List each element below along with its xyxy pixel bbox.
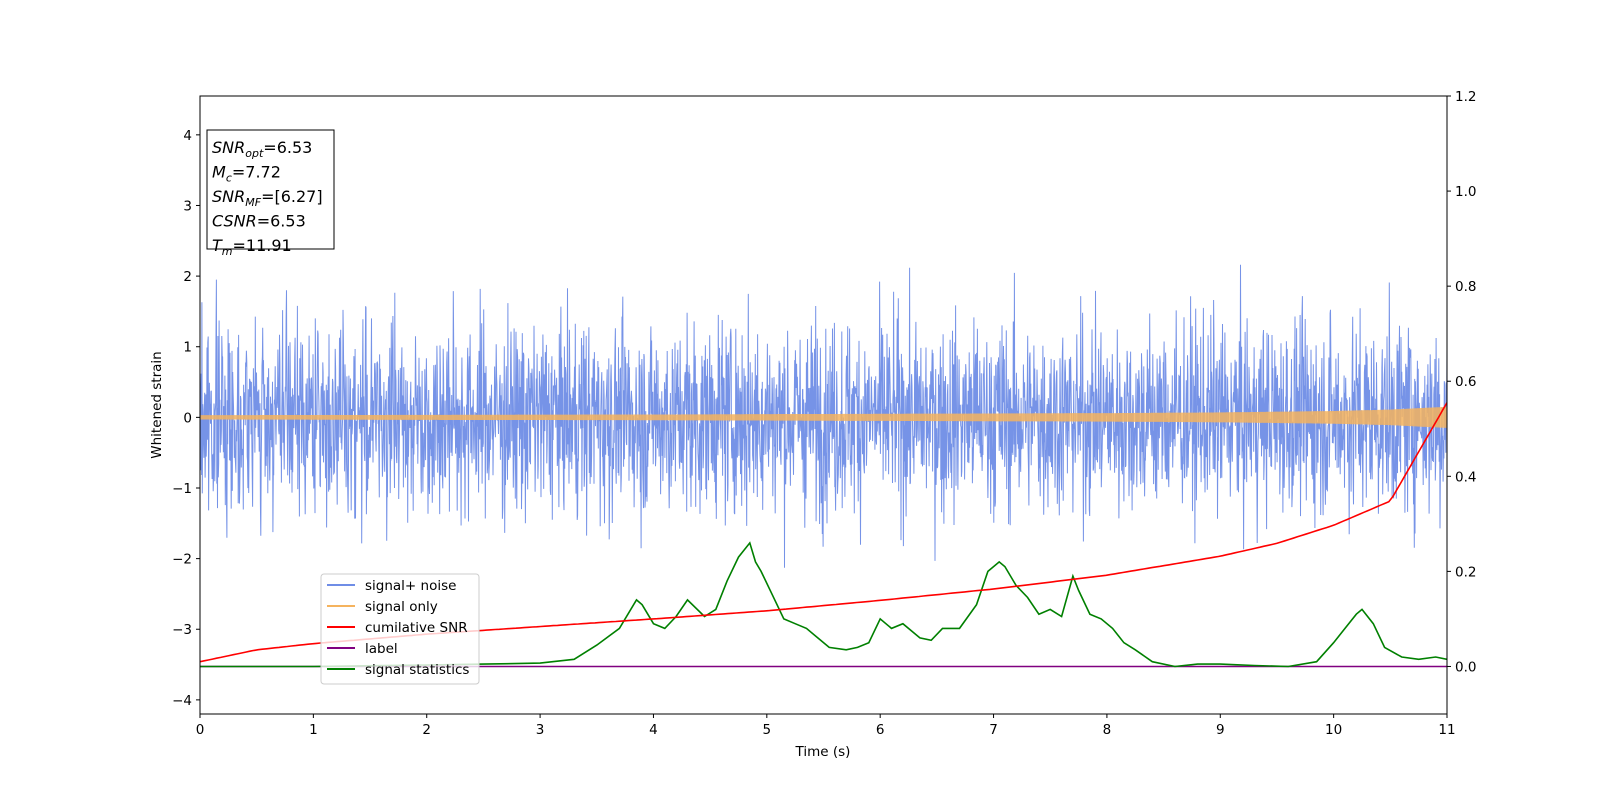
legend: signal+ noise signal only cumilative SNR la… (320, 573, 480, 685)
y-tick-label: −2 (172, 552, 192, 568)
series-signal-only (200, 406, 1447, 429)
y-axis-right: 0.0 0.2 0.4 0.6 0.8 1.0 1.2 (1447, 89, 1476, 675)
y2-tick-label: 0.6 (1455, 374, 1476, 390)
x-axis: 0 1 2 3 4 5 6 7 8 9 10 11 (196, 714, 1456, 738)
y2-tick-label: 1.2 (1455, 89, 1476, 105)
info-box-frame (206, 129, 335, 250)
info-line: Tm=11.91 (212, 236, 292, 258)
noise-layer (200, 264, 1447, 568)
x-tick-label: 9 (1216, 722, 1225, 738)
legend-label: signal+ noise (365, 578, 456, 594)
y2-tick-label: 0.4 (1455, 469, 1476, 485)
y-tick-label: −4 (172, 693, 192, 709)
y2-tick-label: 0.8 (1455, 279, 1476, 295)
y-tick-label: 0 (183, 410, 192, 426)
y2-tick-label: 0.0 (1455, 659, 1476, 675)
y-axis-left: −4 −3 −2 −1 0 1 2 3 4 (172, 128, 200, 709)
series-signal-statistics (200, 541, 1447, 668)
y-tick-label: 4 (183, 128, 192, 144)
y-tick-label: −1 (172, 481, 192, 497)
info-line: CSNR=6.53 (212, 212, 306, 231)
x-tick-label: 11 (1438, 722, 1455, 738)
x-tick-label: 8 (1103, 722, 1112, 738)
y2-tick-label: 0.2 (1455, 564, 1476, 580)
y2-tick-label: 1.0 (1455, 184, 1476, 200)
y-tick-label: 3 (183, 198, 192, 214)
legend-label: signal only (365, 599, 438, 615)
y-axis-title: Whitened strain (149, 351, 165, 458)
x-tick-label: 6 (876, 722, 885, 738)
plot-frame (199, 95, 1448, 715)
x-tick-label: 3 (536, 722, 545, 738)
legend-label: signal statistics (365, 662, 469, 678)
info-line: Mc=7.72 (212, 163, 281, 185)
y-tick-label: 1 (183, 340, 192, 356)
y-tick-label: 2 (183, 269, 192, 285)
x-tick-label: 10 (1325, 722, 1342, 738)
x-tick-label: 4 (649, 722, 658, 738)
info-line: SNRopt=6.53 (212, 138, 312, 160)
y-tick-label: −3 (172, 622, 192, 638)
x-tick-label: 0 (196, 722, 205, 738)
legend-frame (320, 573, 480, 685)
x-tick-label: 1 (309, 722, 318, 738)
legend-label: cumilative SNR (365, 620, 468, 636)
x-tick-label: 7 (989, 722, 998, 738)
series-signal-plus-noise (200, 264, 1447, 568)
info-line: SNRMF=[6.27] (212, 187, 323, 209)
x-axis-title: Time (s) (795, 744, 851, 760)
x-tick-label: 2 (422, 722, 431, 738)
x-tick-label: 5 (763, 722, 772, 738)
signal-layer (200, 406, 1447, 429)
legend-label: label (365, 641, 398, 657)
